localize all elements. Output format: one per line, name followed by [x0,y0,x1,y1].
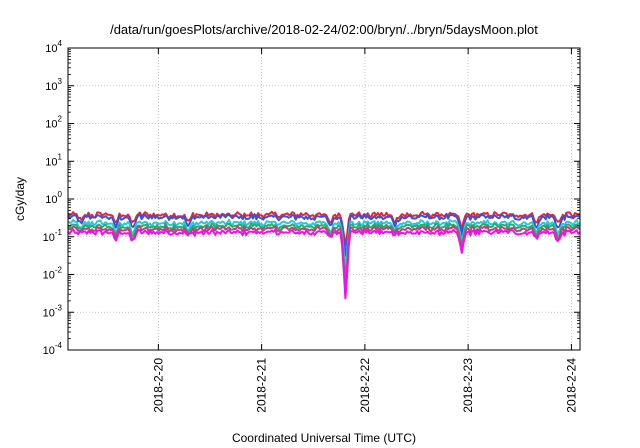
y-tick-exponent: 2 [58,115,63,124]
series-line [67,224,581,291]
x-tick-label: 2018-2-24 [564,358,578,413]
y-tick-base: 10 [43,307,55,319]
series-group [67,210,581,300]
series-line [67,210,581,247]
y-tick-exponent: 3 [58,77,63,86]
x-axis: 2018-2-20 2018-2-21 2018-2-22 2018-2-23 2018… [151,48,578,413]
y-tick-label: 10-1 [43,228,63,244]
y-tick-base: 10 [43,345,55,357]
grid [68,48,580,350]
y-tick-exponent: 1 [58,152,63,161]
y-tick-base: 10 [45,81,57,93]
y-tick-label: 10-3 [43,303,63,319]
y-tick-base: 10 [43,232,55,244]
series-line [67,228,581,300]
y-tick-base: 10 [45,156,57,168]
x-tick-label: 2018-2-22 [358,358,372,413]
y-tick-label: 104 [45,39,62,55]
y-tick-label: 10-4 [43,341,63,357]
y-tick-exponent: 0 [58,190,63,199]
y-tick-exponent: -3 [55,303,63,312]
y-tick-label: 102 [45,115,62,131]
y-tick-base: 10 [45,43,57,55]
x-tick-label: 2018-2-20 [151,358,165,413]
series-line [67,213,581,257]
series-line [67,222,581,279]
series-line [67,218,581,270]
x-tick-label: 2018-2-21 [255,358,269,413]
y-axis-label: cGy/day [13,177,27,221]
chart-title: /data/run/goesPlots/archive/2018-02-24/0… [110,22,538,37]
y-tick-base: 10 [45,119,57,131]
y-tick-exponent: -4 [55,341,63,350]
y-tick-exponent: -2 [55,266,63,275]
y-tick-exponent: 4 [58,39,63,48]
y-tick-label: 103 [45,77,62,93]
y-tick-exponent: -1 [55,228,63,237]
y-tick-base: 10 [43,270,55,282]
y-tick-base: 10 [45,194,57,206]
y-tick-label: 10-2 [43,266,63,282]
y-tick-label: 101 [45,152,62,168]
x-axis-label: Coordinated Universal Time (UTC) [232,431,416,445]
y-tick-label: 100 [45,190,62,206]
x-tick-label: 2018-2-23 [461,358,475,413]
